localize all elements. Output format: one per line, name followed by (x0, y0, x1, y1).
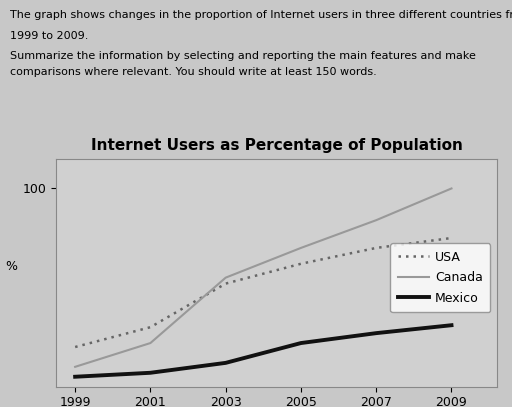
Title: Internet Users as Percentage of Population: Internet Users as Percentage of Populati… (91, 138, 462, 153)
Legend: USA, Canada, Mexico: USA, Canada, Mexico (390, 243, 490, 312)
Text: comparisons where relevant. You should write at least 150 words.: comparisons where relevant. You should w… (10, 67, 377, 77)
Y-axis label: %: % (6, 260, 17, 273)
Text: 1999 to 2009.: 1999 to 2009. (10, 31, 89, 41)
Text: Summarize the information by selecting and reporting the main features and make: Summarize the information by selecting a… (10, 51, 476, 61)
Text: The graph shows changes in the proportion of Internet users in three different c: The graph shows changes in the proportio… (10, 10, 512, 20)
